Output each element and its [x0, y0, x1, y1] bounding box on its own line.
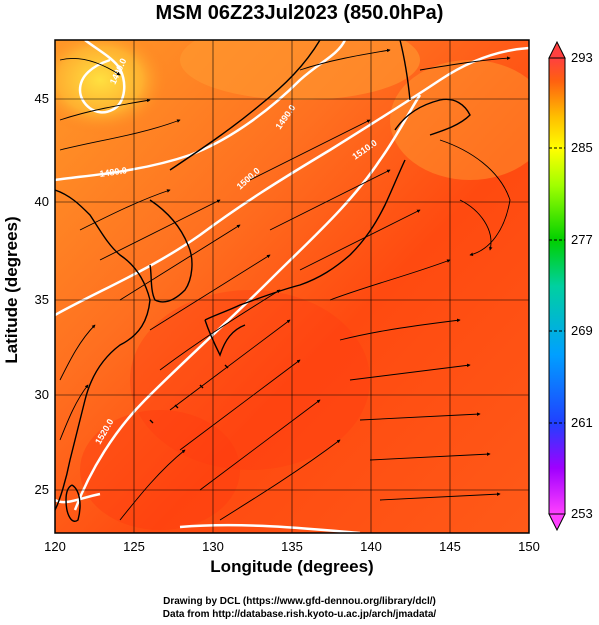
x-tick-label: 125: [123, 539, 145, 554]
x-tick-label: 130: [202, 539, 224, 554]
y-tick-label: 25: [35, 482, 49, 497]
x-ticks: 120 125 130 135 140 145 150: [44, 539, 540, 554]
x-tick-label: 140: [360, 539, 382, 554]
chart-title: MSM 06Z23Jul2023 (850.0hPa): [155, 2, 444, 24]
x-tick-label: 135: [281, 539, 303, 554]
temperature-field: 1490.0 1480.0 1490.0 1500.0 1510.0 1520.…: [55, 40, 529, 533]
graticule: [55, 40, 529, 533]
coastlines: [55, 40, 471, 522]
y-tick-label: 45: [35, 91, 49, 106]
colorbar-label: 293: [571, 50, 593, 65]
x-tick-label: 145: [439, 539, 461, 554]
plot-frame: [54, 39, 530, 534]
credit-drawing: Drawing by DCL (https://www.gfd-dennou.o…: [163, 596, 436, 607]
height-contours: [55, 40, 529, 533]
y-tick-label: 40: [35, 194, 49, 209]
y-tick-label: 30: [35, 387, 49, 402]
colorbar-label: 261: [571, 415, 593, 430]
y-ticks: 25 30 35 40 45: [35, 91, 49, 497]
contour-label: 1480.0: [99, 165, 128, 179]
y-tick-label: 35: [35, 292, 49, 307]
x-tick-label: 120: [44, 539, 66, 554]
x-axis-label: Longitude (degrees): [210, 557, 374, 576]
colorbar-label: 253: [571, 506, 593, 521]
colorbar-max-arrow: [548, 40, 566, 59]
colorbar-label: 269: [571, 323, 593, 338]
colorbar: 293 285 277 269 261 253: [548, 40, 593, 532]
x-tick-label: 150: [518, 539, 540, 554]
streamlines: [59, 48, 511, 521]
colorbar-min-arrow: [548, 513, 566, 532]
y-axis-label: Latitude (degrees): [2, 216, 21, 364]
credit-data: Data from http://database.rish.kyoto-u.a…: [162, 609, 437, 620]
colorbar-label: 285: [571, 140, 593, 155]
colorbar-label: 277: [571, 232, 593, 247]
